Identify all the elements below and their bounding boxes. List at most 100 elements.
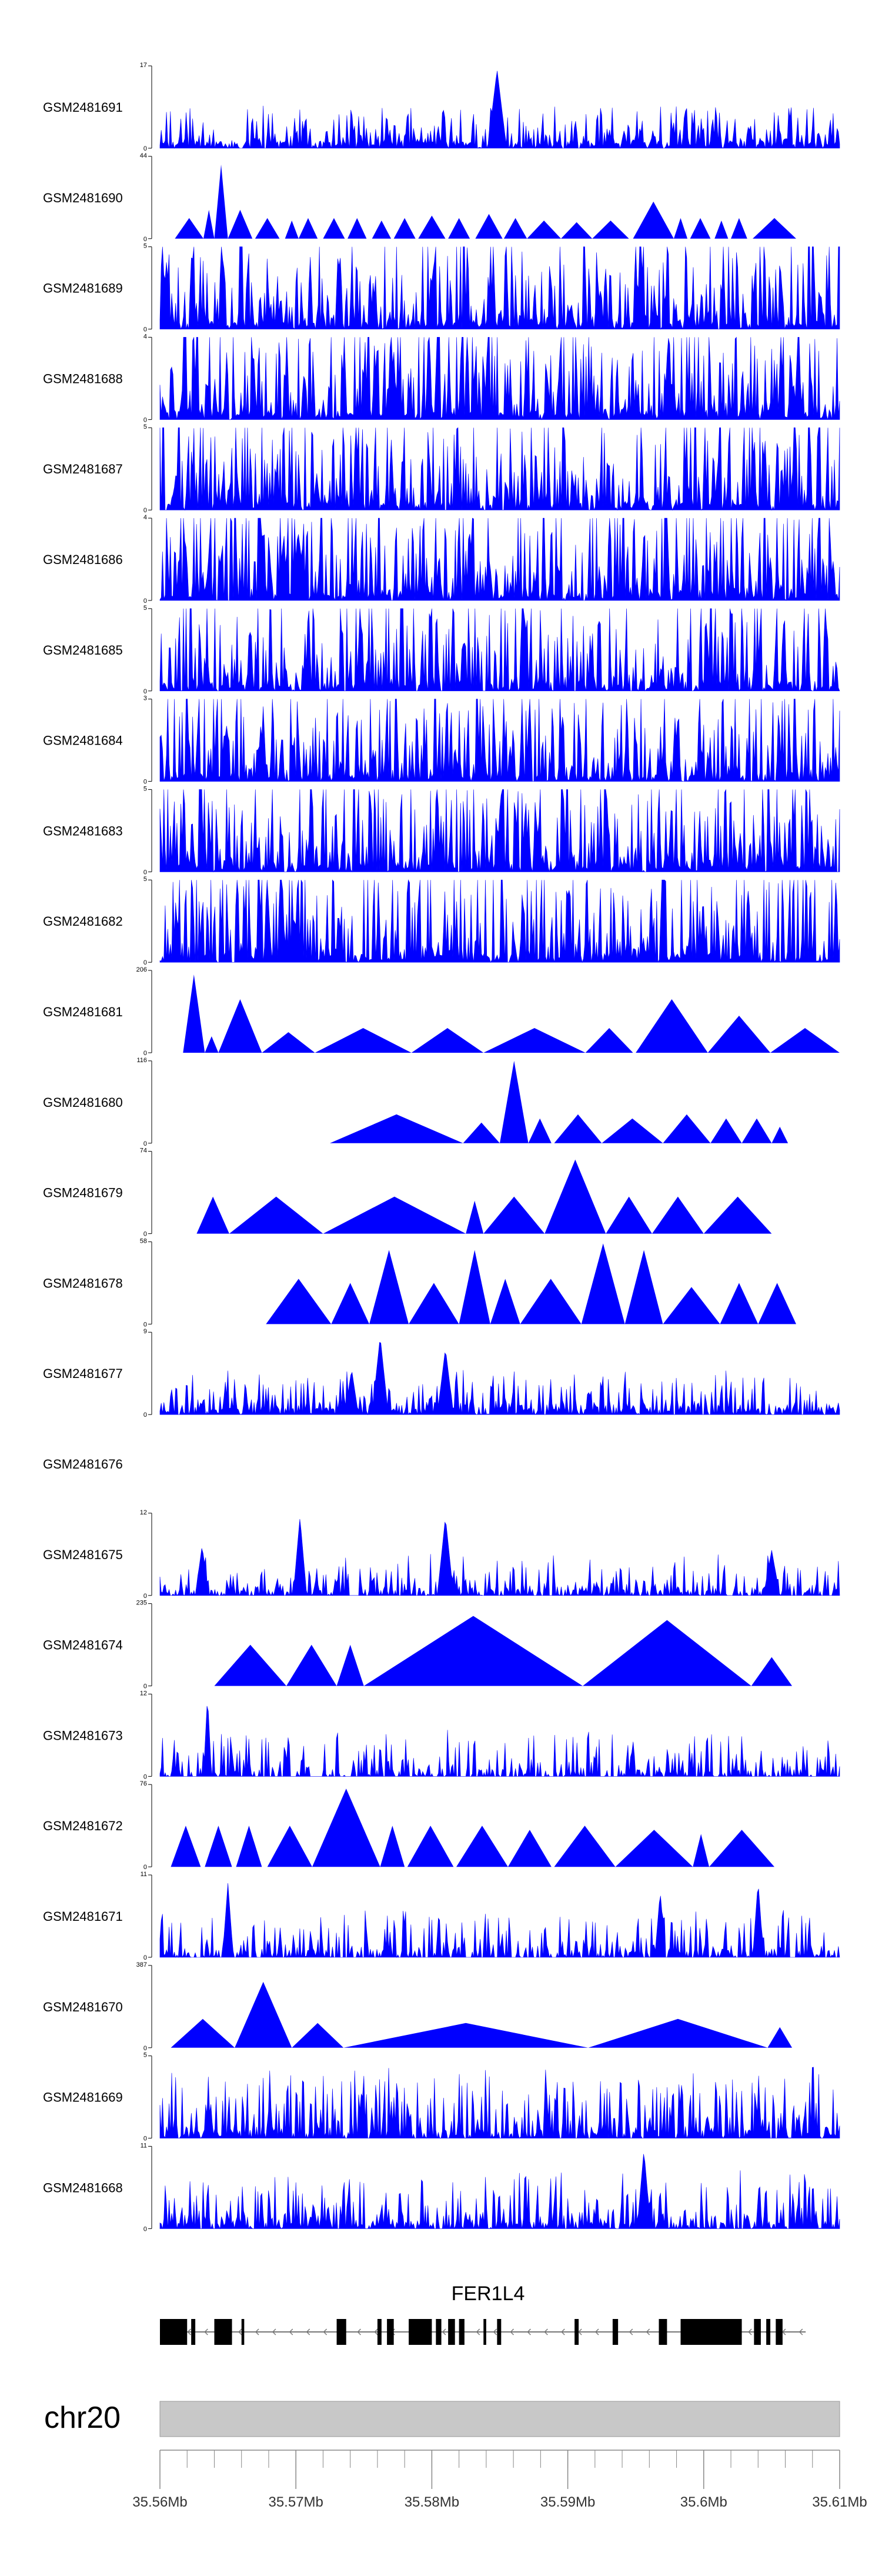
coverage-peak-2 bbox=[236, 1826, 262, 1867]
strand-arrow bbox=[578, 2328, 582, 2335]
coverage-peak-23 bbox=[753, 218, 797, 239]
exon-4 bbox=[336, 2319, 346, 2345]
track-label: GSM2481669 bbox=[43, 2090, 123, 2105]
coverage-peak-3 bbox=[528, 1118, 552, 1143]
gene-track: FER1L4 bbox=[160, 2283, 806, 2345]
track-GSM2481681: GSM2481681 206 0 bbox=[43, 966, 840, 1057]
track-label: GSM2481676 bbox=[43, 1457, 123, 1471]
strand-arrow bbox=[374, 2328, 378, 2335]
exon-5 bbox=[377, 2319, 382, 2345]
coverage-peak-2 bbox=[292, 2023, 344, 2048]
y-tick-min-label: 0 bbox=[143, 1412, 147, 1419]
coverage-peak-2 bbox=[369, 1250, 409, 1324]
track-label: GSM2481668 bbox=[43, 2180, 123, 2195]
axis-tick-label: 35.56Mb bbox=[132, 2494, 187, 2510]
track-GSM2481672: GSM2481672 76 0 bbox=[43, 1780, 775, 1871]
track-label: GSM2481671 bbox=[43, 1909, 123, 1924]
track-label: GSM2481685 bbox=[43, 643, 123, 658]
exon-3 bbox=[241, 2319, 245, 2345]
y-tick-max-label: 5 bbox=[143, 243, 147, 250]
coverage-peak-9 bbox=[771, 1126, 789, 1143]
coverage-peak-12 bbox=[709, 1830, 775, 1867]
track-label: GSM2481670 bbox=[43, 2000, 123, 2014]
coverage-peak-10 bbox=[393, 218, 416, 239]
y-tick-max-label: 5 bbox=[143, 605, 147, 612]
coverage-peak-1 bbox=[463, 1122, 500, 1143]
coverage-peak-17 bbox=[592, 221, 629, 239]
coverage-peak-0 bbox=[330, 1114, 463, 1143]
coverage-peak-7 bbox=[323, 218, 345, 239]
y-tick-max-label: 4 bbox=[143, 333, 147, 340]
y-tick-min-label: 0 bbox=[143, 326, 147, 333]
coverage-area bbox=[159, 518, 840, 601]
coverage-peak-10 bbox=[720, 1283, 759, 1324]
y-tick-max-label: 9 bbox=[143, 1328, 147, 1335]
coverage-peak-3 bbox=[228, 209, 253, 239]
track-GSM2481686: GSM2481686 4 0 bbox=[43, 514, 840, 605]
axis-tick-label: 35.61Mb bbox=[812, 2494, 867, 2510]
coverage-peak-5 bbox=[411, 1028, 484, 1053]
track-label: GSM2481681 bbox=[43, 1005, 123, 1019]
coverage-area bbox=[159, 1342, 840, 1416]
y-tick-max-label: 235 bbox=[136, 1600, 147, 1607]
strand-arrow bbox=[646, 2328, 650, 2335]
coverage-area bbox=[159, 879, 840, 963]
strand-arrow bbox=[238, 2328, 242, 2335]
coverage-peak-5 bbox=[285, 221, 299, 239]
chromosome-label: chr20 bbox=[44, 2401, 121, 2435]
coverage-peak-22 bbox=[731, 218, 747, 239]
coverage-area bbox=[159, 789, 840, 873]
coverage-peak-3 bbox=[363, 1616, 583, 1686]
coverage-peak-6 bbox=[483, 1028, 586, 1053]
track-GSM2481689: GSM2481689 5 0 bbox=[43, 243, 840, 333]
coverage-area bbox=[159, 1706, 840, 1777]
strand-arrow bbox=[289, 2328, 293, 2335]
y-tick-min-label: 0 bbox=[143, 598, 147, 605]
track-GSM2481678: GSM2481678 58 0 bbox=[43, 1237, 797, 1328]
y-tick-min-label: 0 bbox=[143, 507, 147, 514]
coverage-peak-7 bbox=[456, 1826, 508, 1867]
exon-14 bbox=[612, 2319, 619, 2345]
y-tick-max-label: 12 bbox=[140, 1690, 147, 1697]
coverage-peak-4 bbox=[315, 1028, 412, 1053]
y-tick-max-label: 387 bbox=[136, 1961, 147, 1968]
coverage-peak-3 bbox=[267, 1826, 312, 1867]
y-tick-min-label: 0 bbox=[143, 2045, 147, 2052]
coverage-peak-16 bbox=[561, 222, 593, 239]
y-tick-max-label: 5 bbox=[143, 423, 147, 431]
y-tick-max-label: 5 bbox=[143, 2052, 147, 2059]
coverage-peak-1 bbox=[205, 1036, 219, 1053]
coverage-peak-0 bbox=[266, 1279, 332, 1324]
axis-tick-label: 35.6Mb bbox=[680, 2494, 727, 2510]
gene-name: FER1L4 bbox=[452, 2283, 525, 2305]
track-label: GSM2481687 bbox=[43, 462, 123, 476]
coverage-peak-7 bbox=[710, 1118, 742, 1143]
y-tick-min-label: 0 bbox=[143, 1140, 147, 1147]
y-tick-max-label: 5 bbox=[143, 876, 147, 883]
exon-12 bbox=[497, 2319, 502, 2345]
coverage-peak-4 bbox=[312, 1788, 380, 1867]
y-tick-min-label: 0 bbox=[143, 2225, 147, 2233]
track-GSM2481670: GSM2481670 387 0 bbox=[43, 1961, 793, 2052]
y-tick-min-label: 0 bbox=[143, 1864, 147, 1871]
strand-arrow bbox=[272, 2328, 276, 2335]
coverage-peak-9 bbox=[372, 221, 392, 239]
coverage-area bbox=[159, 608, 840, 692]
coverage-peak-1 bbox=[235, 1981, 292, 2048]
track-GSM2481690: GSM2481690 44 0 bbox=[43, 152, 797, 243]
y-tick-max-label: 58 bbox=[140, 1237, 147, 1244]
coverage-peak-5 bbox=[751, 1657, 793, 1686]
exon-18 bbox=[766, 2319, 771, 2345]
y-tick-min-label: 0 bbox=[143, 779, 147, 786]
track-GSM2481674: GSM2481674 235 0 bbox=[43, 1600, 793, 1690]
y-tick-max-label: 76 bbox=[140, 1780, 147, 1787]
coverage-area bbox=[159, 71, 840, 149]
coverage-peak-10 bbox=[615, 1830, 693, 1867]
track-label: GSM2481683 bbox=[43, 823, 123, 838]
y-tick-max-label: 206 bbox=[136, 966, 147, 973]
coverage-peak-5 bbox=[544, 1159, 606, 1234]
track-GSM2481669: GSM2481669 5 0 bbox=[43, 2052, 840, 2143]
coverage-peak-5 bbox=[380, 1826, 405, 1867]
strand-arrow bbox=[799, 2328, 803, 2335]
